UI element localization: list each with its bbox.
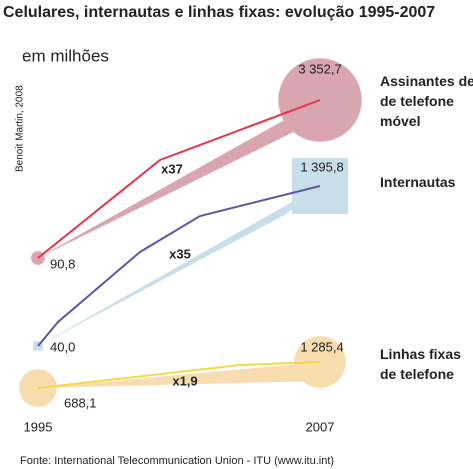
growth-wedge [38,186,320,346]
legend-label: Assinantes de de telefone móvel [380,73,473,129]
change-label: x35 [169,246,191,261]
subtitle: em milhões [22,46,109,65]
legend-line: de telefone [380,366,454,382]
value-label: 1 285,4 [300,339,343,354]
trend-line [37,99,321,259]
x-label: 2007 [306,419,335,434]
legend-label: Internautas [380,174,456,190]
source: Fonte: International Telecommunication U… [20,455,334,467]
value-label: 1 395,8 [300,159,343,174]
value-label: 90,8 [50,256,75,271]
change-label: x37 [161,161,183,176]
value-label: 688,1 [64,395,97,410]
value-label: 40,0 [50,339,75,354]
growth-wedge [38,100,320,258]
legend-line: de telefone [380,93,454,109]
legend-label: Linhas fixas de telefone [380,346,461,382]
trend-line [37,361,321,389]
change-label: x1,9 [172,373,197,388]
legend-line: Internautas [380,174,456,190]
value-label: 3 352,7 [298,61,341,76]
legend-line: Linhas fixas [380,346,461,362]
chart-title: Celulares, internautas e linhas fixas: e… [3,4,435,21]
legend-line: Assinantes de [380,73,473,89]
trend-line [37,185,321,347]
legend-line: móvel [380,113,420,129]
growth-wedge [38,362,320,388]
credit: Benoit Martin, 2008 [15,85,26,172]
x-label: 1995 [24,419,53,434]
